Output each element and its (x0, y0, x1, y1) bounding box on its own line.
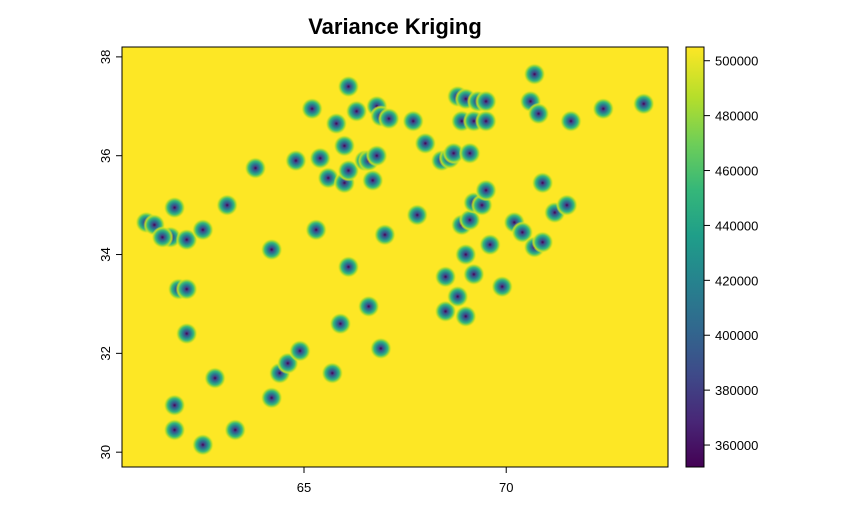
low-variance-spot (175, 322, 198, 345)
colorbar-axis: 360000 380000 400000 420000 440000 460000 4800… (704, 54, 758, 453)
colorbar-tick-label: 500000 (715, 54, 758, 69)
y-tick-label: 32 (98, 346, 113, 360)
low-variance-spot (523, 63, 546, 86)
low-variance-spot (377, 107, 400, 130)
low-variance-spot (369, 337, 392, 360)
colorbar-tick-label: 400000 (715, 328, 758, 343)
low-variance-spot (434, 300, 457, 323)
low-variance-spot (475, 90, 497, 113)
low-variance-spot (357, 295, 380, 318)
low-variance-spot (191, 433, 214, 456)
low-variance-spot (345, 100, 368, 123)
x-axis: 65 70 (297, 467, 513, 495)
low-variance-spot (284, 149, 307, 172)
low-variance-spot (632, 92, 655, 115)
low-variance-spot (531, 171, 554, 194)
x-tick-label: 70 (499, 480, 513, 495)
colorbar (685, 46, 705, 468)
low-variance-spot (260, 238, 283, 261)
colorbar-tick-label: 460000 (715, 164, 758, 179)
plot-frame (121, 46, 669, 468)
low-variance-spot (531, 231, 554, 254)
low-variance-spot (511, 221, 534, 244)
y-tick-label: 34 (98, 247, 113, 261)
low-variance-spot (191, 218, 214, 241)
low-variance-spot (527, 102, 550, 125)
low-variance-spot (365, 144, 388, 167)
low-variance-spot (592, 97, 615, 120)
low-variance-spot (325, 112, 348, 135)
low-variance-spot (337, 159, 360, 182)
low-variance-spot (305, 218, 328, 241)
low-variance-spot (361, 169, 384, 192)
low-variance-spot (414, 132, 437, 155)
low-variance-spot (175, 278, 198, 301)
low-variance-spot (337, 75, 360, 98)
low-variance-spots (135, 63, 655, 456)
x-tick-label: 65 (297, 480, 311, 495)
colorbar-tick-label: 360000 (715, 438, 758, 453)
low-variance-spot (446, 285, 469, 308)
y-tick-label: 30 (98, 445, 113, 459)
low-variance-spot (163, 394, 186, 417)
low-variance-spot (175, 228, 198, 251)
colorbar-tick-label: 420000 (715, 273, 758, 288)
low-variance-spot (337, 255, 360, 278)
colorbar-tick-label: 380000 (715, 383, 758, 398)
low-variance-spot (260, 386, 283, 409)
low-variance-spot (458, 208, 481, 231)
low-variance-spot (216, 194, 239, 217)
low-variance-spot (224, 418, 247, 441)
low-variance-spot (458, 142, 481, 165)
y-axis: 30 32 34 36 38 (98, 50, 122, 459)
colorbar-tick-label: 480000 (715, 109, 758, 124)
low-variance-spot (373, 223, 396, 246)
low-variance-spot (151, 226, 174, 249)
low-variance-spot (204, 367, 227, 390)
low-variance-spot (309, 147, 332, 170)
low-variance-spot (244, 157, 267, 180)
low-variance-spot (479, 233, 502, 256)
low-variance-spot (559, 110, 582, 133)
low-variance-spot (402, 110, 425, 133)
y-tick-label: 38 (98, 50, 113, 64)
low-variance-spot (406, 204, 429, 226)
low-variance-spot (475, 179, 497, 202)
low-variance-spot (329, 312, 352, 335)
low-variance-spot (333, 134, 356, 157)
low-variance-spot (163, 418, 186, 441)
low-variance-spot (491, 275, 514, 298)
low-variance-spot (442, 142, 465, 165)
low-variance-spot (454, 243, 477, 266)
low-variance-spot (288, 339, 311, 362)
low-variance-spot (555, 194, 578, 217)
low-variance-spot (462, 263, 485, 286)
low-variance-spot (475, 110, 497, 133)
low-variance-spot (434, 265, 457, 288)
chart-title: Variance Kriging (308, 14, 482, 39)
y-tick-label: 36 (98, 148, 113, 162)
low-variance-spot (301, 97, 324, 120)
low-variance-spot (321, 362, 344, 385)
low-variance-spot (163, 196, 186, 219)
colorbar-tick-label: 440000 (715, 218, 758, 233)
low-variance-spot (454, 305, 477, 328)
